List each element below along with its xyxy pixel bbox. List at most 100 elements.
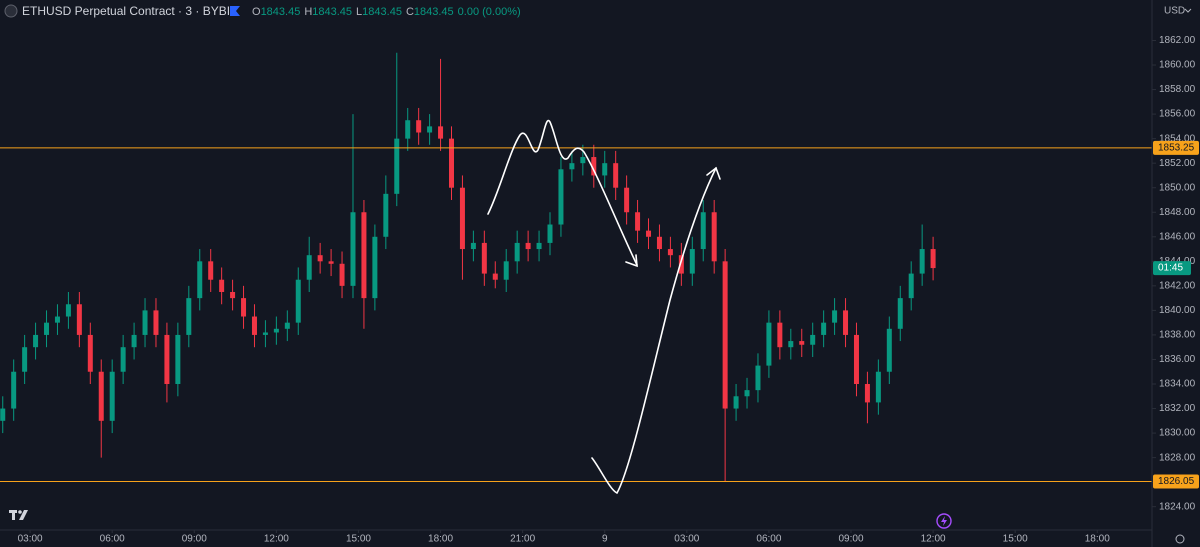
x-tick-label: 18:00 xyxy=(1085,534,1110,545)
candle-body xyxy=(711,212,717,262)
logo-part[interactable] xyxy=(19,510,28,520)
candle-body xyxy=(733,396,739,409)
candle-body xyxy=(241,298,247,317)
symbol-icon[interactable] xyxy=(4,4,18,18)
x-tick-label: 15:00 xyxy=(1003,534,1028,545)
candle-body xyxy=(832,310,838,323)
x-tick-label: 09:00 xyxy=(838,534,863,545)
drawing-arrowhead xyxy=(706,166,721,180)
y-tick-label: 1852.00 xyxy=(1159,158,1196,169)
settings-icon[interactable] xyxy=(1175,534,1185,544)
y-tick-label: 1828.00 xyxy=(1159,452,1196,463)
candle-body xyxy=(328,261,334,264)
candle-body xyxy=(536,242,542,250)
candle-body xyxy=(810,334,816,345)
candle-body xyxy=(875,371,881,403)
candle-body xyxy=(65,304,71,317)
candle-body xyxy=(251,316,257,335)
y-tick-label: 1850.00 xyxy=(1159,182,1196,193)
candle-body xyxy=(656,236,662,250)
x-tick-label: 03:00 xyxy=(674,534,699,545)
level-tag xyxy=(1153,474,1199,489)
candle-body xyxy=(755,365,761,391)
y-tick-label: 1842.00 xyxy=(1159,280,1196,291)
x-tick-label: 15:00 xyxy=(346,534,371,545)
candle-body xyxy=(350,212,356,286)
level-tag-label: 1826.05 xyxy=(1158,476,1195,487)
candle-body xyxy=(678,255,684,274)
candle-body xyxy=(273,328,279,333)
candle-body xyxy=(799,341,805,345)
candle-body xyxy=(897,298,903,329)
candle-body xyxy=(525,242,531,250)
candle-body xyxy=(766,322,772,366)
symbol-title[interactable]: ETHUSD Perpetual Contract · 3 · BYBIT xyxy=(22,4,238,18)
x-tick-label: 06:00 xyxy=(756,534,781,545)
x-tick-label: 12:00 xyxy=(921,534,946,545)
flag-icon[interactable] xyxy=(230,6,240,16)
candle-body xyxy=(459,187,465,250)
candle-body xyxy=(33,334,39,348)
candle-body xyxy=(613,163,619,188)
candle-body xyxy=(886,328,892,372)
plot-area: 1824.001826.001828.001830.001832.001834.… xyxy=(0,35,1196,545)
currency-button[interactable]: USD xyxy=(1164,6,1185,17)
candle-body xyxy=(722,261,728,409)
drawing-path xyxy=(591,167,717,495)
drawing-arrowhead xyxy=(625,254,638,268)
candle-body xyxy=(317,255,323,262)
candle-body xyxy=(908,273,914,299)
candle-body xyxy=(438,126,444,139)
y-tick-label: 1856.00 xyxy=(1159,109,1196,120)
candle-body xyxy=(284,322,290,329)
level-tag xyxy=(1153,140,1199,155)
candle-body xyxy=(635,212,641,231)
candle-body xyxy=(208,261,214,280)
y-tick-label: 1836.00 xyxy=(1159,354,1196,365)
logo-part[interactable] xyxy=(18,510,22,514)
lightning-button[interactable] xyxy=(936,513,952,529)
candle-body xyxy=(361,212,367,299)
candle-body xyxy=(821,322,827,335)
candle-body xyxy=(602,163,608,176)
y-tick-label: 1860.00 xyxy=(1159,60,1196,71)
candle-body xyxy=(262,332,268,335)
candle-body xyxy=(164,334,170,385)
candle-body xyxy=(930,249,936,269)
x-tick-label: 09:00 xyxy=(182,534,207,545)
candle-body xyxy=(11,371,17,409)
candle-body xyxy=(131,334,137,348)
candle-body xyxy=(295,279,301,323)
candle-body xyxy=(919,249,925,274)
x-tick-label: 03:00 xyxy=(18,534,43,545)
candle-body xyxy=(689,249,695,274)
y-tick-label: 1832.00 xyxy=(1159,403,1196,414)
currency-caret[interactable] xyxy=(1184,8,1192,13)
y-tick-label: 1846.00 xyxy=(1159,231,1196,242)
countdown-label: 01:45 xyxy=(1158,263,1183,274)
candle-body xyxy=(120,347,126,372)
candle-body xyxy=(448,138,454,188)
candle-body xyxy=(230,291,236,299)
tv-logo[interactable] xyxy=(9,510,28,520)
candle-body xyxy=(777,322,783,348)
candle-body xyxy=(580,157,586,164)
y-tick-label: 1830.00 xyxy=(1159,428,1196,439)
candle-body xyxy=(427,126,433,133)
candle-body xyxy=(54,316,60,323)
candle-body xyxy=(306,255,312,280)
candle-body xyxy=(416,120,422,133)
candle-body xyxy=(175,334,181,385)
y-tick-label: 1854.00 xyxy=(1159,133,1196,144)
logo-part[interactable] xyxy=(12,510,15,520)
ohlc-legend: O1843.45 H1843.45 L1843.45 C1843.45 0.00 (0.… xyxy=(252,6,521,18)
candle-body xyxy=(788,341,794,348)
candle-body xyxy=(470,242,476,250)
candle-body xyxy=(624,187,630,213)
y-tick-label: 1834.00 xyxy=(1159,379,1196,390)
x-tick-label: 06:00 xyxy=(100,534,125,545)
candle-body xyxy=(0,408,6,421)
lightning-icon[interactable] xyxy=(941,516,947,526)
drawing-path xyxy=(487,119,638,266)
